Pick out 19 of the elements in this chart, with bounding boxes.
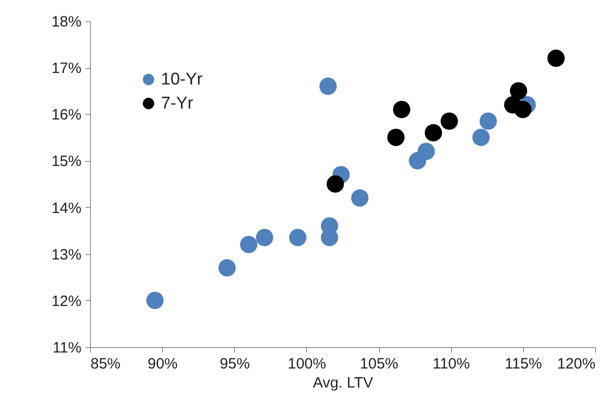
y-tick-label: 14% bbox=[51, 200, 82, 217]
x-tick-label: 90% bbox=[148, 356, 178, 372]
x-tick-label: 105% bbox=[360, 356, 398, 372]
x-tick-label: 120% bbox=[557, 356, 596, 372]
x-axis-title: Avg. LTV bbox=[312, 374, 374, 392]
y-tick-label: 17% bbox=[51, 60, 82, 78]
y-tick-label: 12% bbox=[51, 292, 82, 310]
y-tick-label: 18% bbox=[51, 14, 82, 30]
x-tick-label: 85% bbox=[90, 356, 121, 372]
y-tick-label: 13% bbox=[51, 246, 82, 264]
x-tick-label: 95% bbox=[220, 356, 250, 372]
y-tick-label: 11% bbox=[52, 340, 82, 356]
x-tick-label: 115% bbox=[504, 356, 542, 372]
legend-label: 7-Yr bbox=[161, 94, 194, 112]
legend-label: 10-Yr bbox=[161, 70, 203, 88]
x-tick-label: 100% bbox=[288, 356, 326, 372]
x-tick-label: 110% bbox=[432, 356, 470, 372]
y-tick-label: 15% bbox=[51, 153, 82, 170]
y-tick-label: 16% bbox=[51, 106, 82, 124]
